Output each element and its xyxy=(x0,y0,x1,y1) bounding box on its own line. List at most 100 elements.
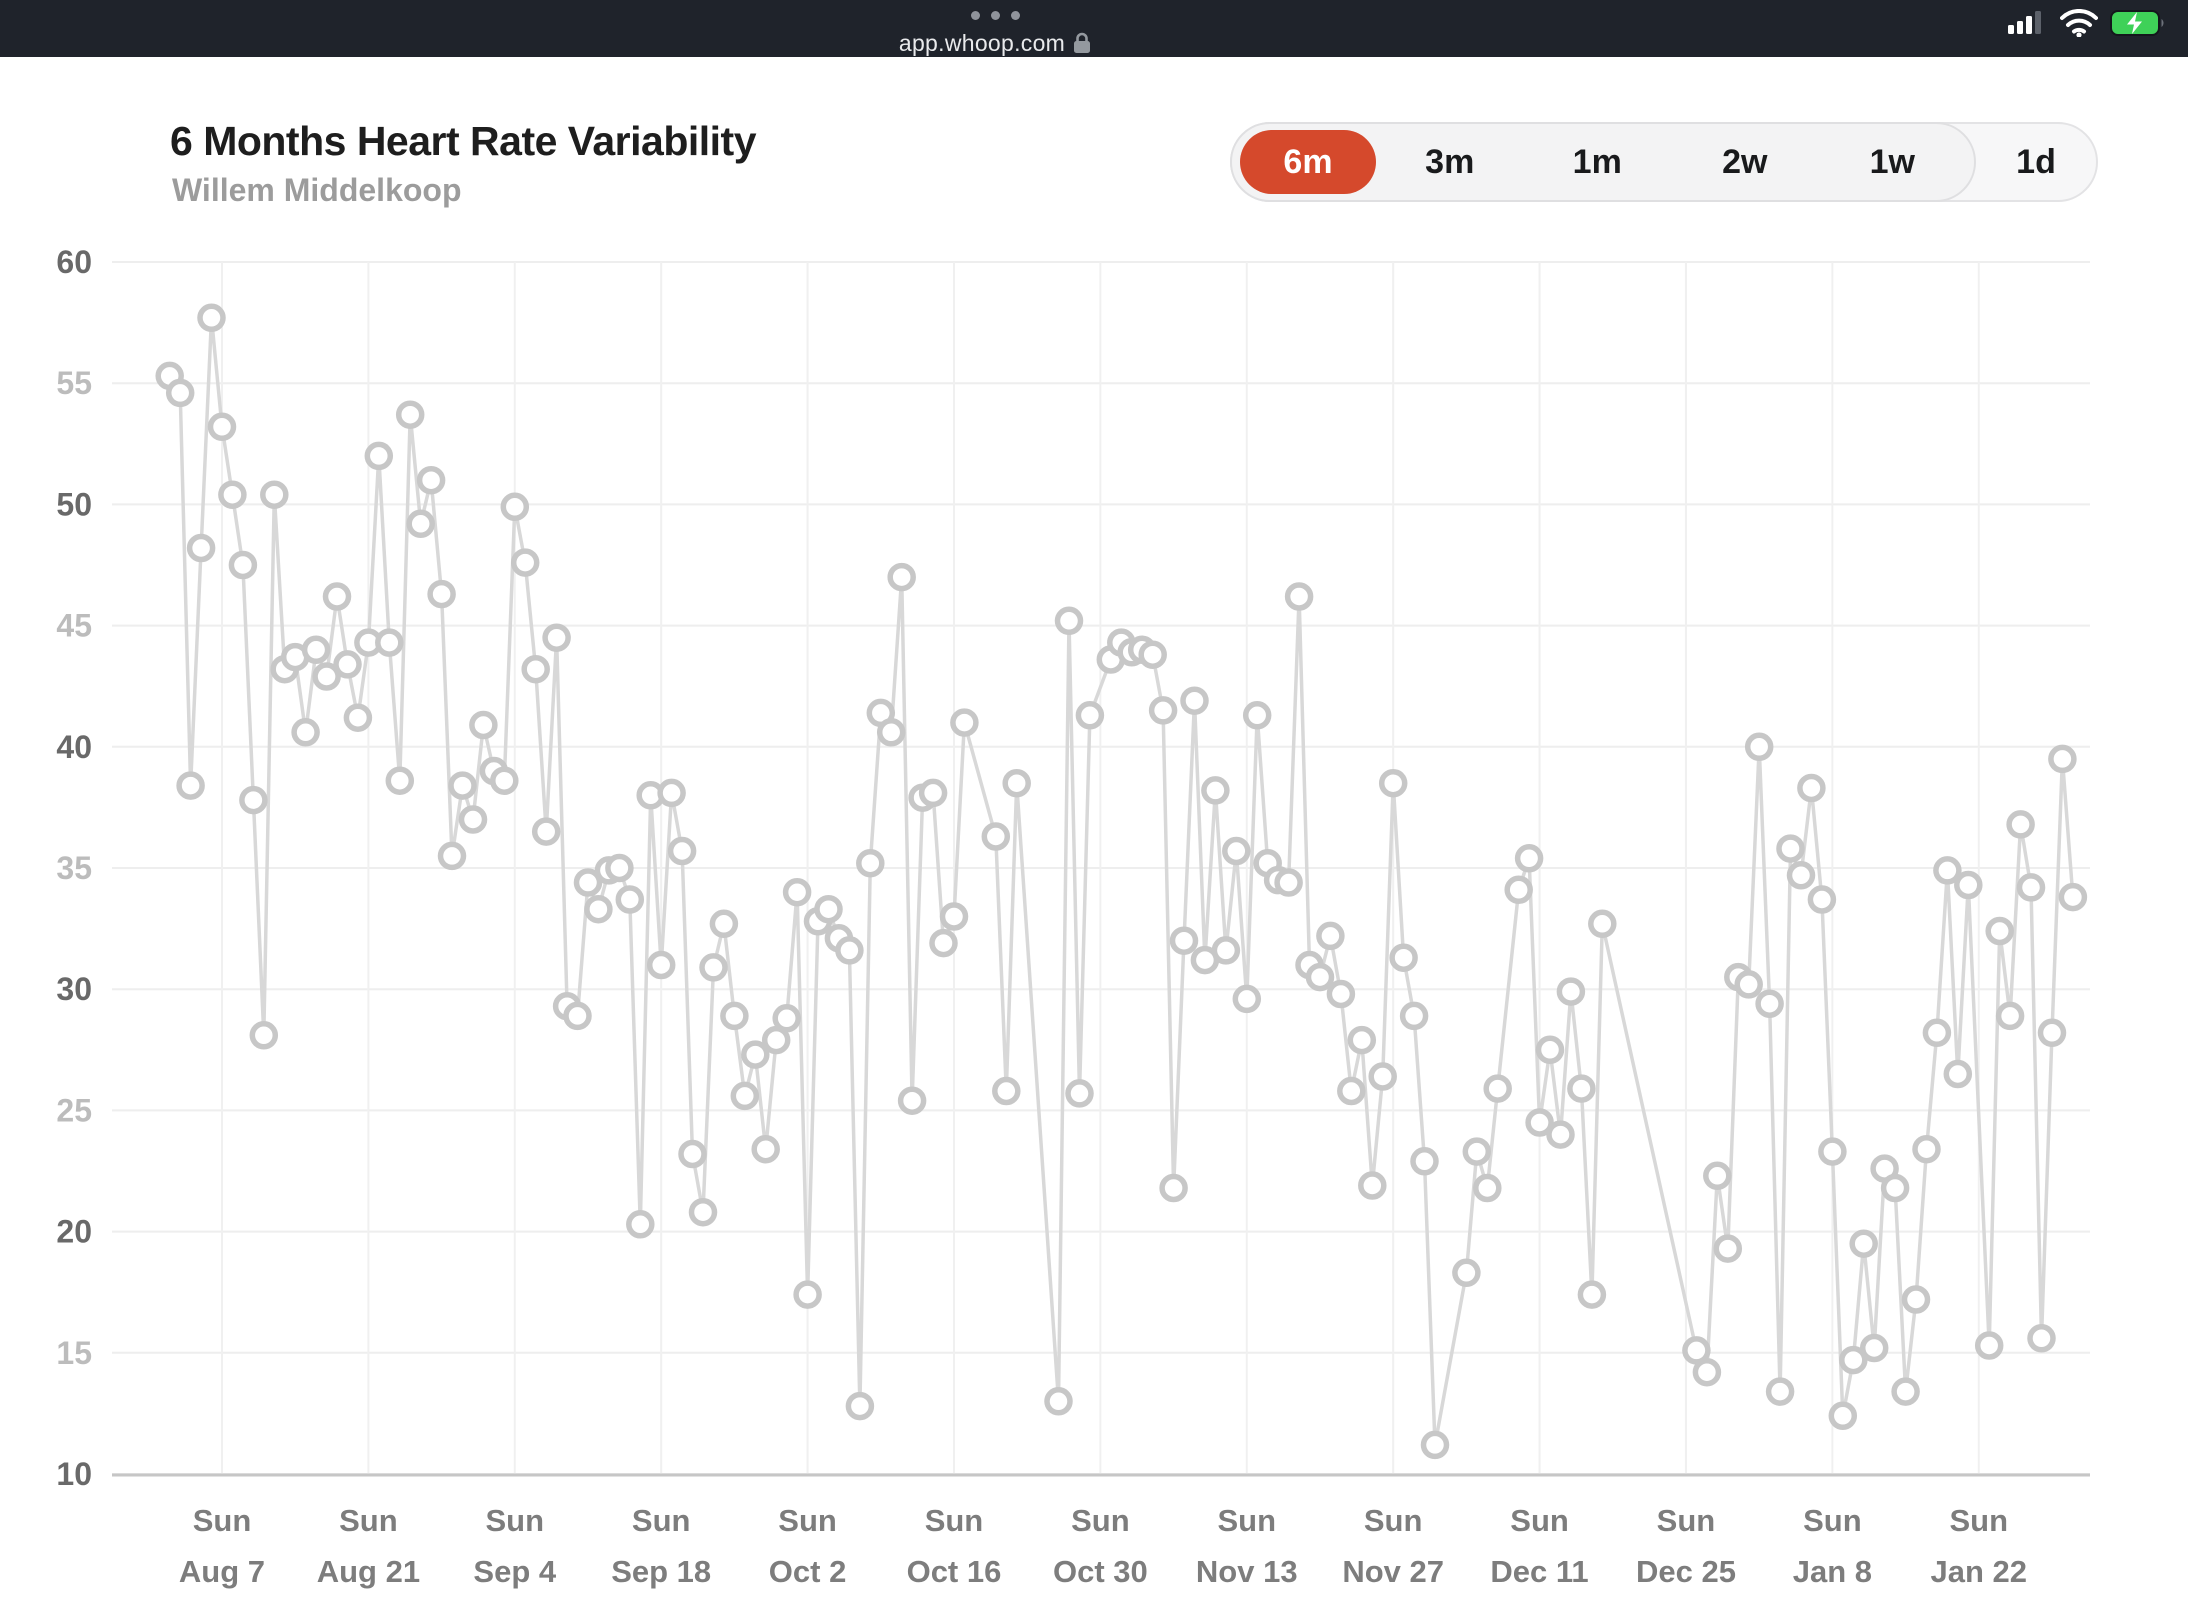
hrv-data-point[interactable] xyxy=(1326,979,1356,1009)
hrv-data-point[interactable] xyxy=(1337,1076,1366,1106)
hrv-data-point[interactable] xyxy=(1692,1357,1722,1387)
hrv-data-point[interactable] xyxy=(667,836,697,866)
hrv-data-point[interactable] xyxy=(364,441,394,471)
hrv-data-point[interactable] xyxy=(929,928,958,958)
hrv-data-point[interactable] xyxy=(1316,921,1345,951)
hrv-data-point[interactable] xyxy=(1138,640,1167,669)
hrv-data-point[interactable] xyxy=(197,303,226,333)
hrv-data-point[interactable] xyxy=(615,885,645,914)
hrv-data-point[interactable] xyxy=(646,950,676,980)
hrv-data-point[interactable] xyxy=(1985,916,2014,946)
hrv-data-point[interactable] xyxy=(448,771,477,800)
hrv-data-point[interactable] xyxy=(1284,582,1314,611)
hrv-data-point[interactable] xyxy=(1943,1059,1973,1089)
hrv-data-point[interactable] xyxy=(427,579,456,609)
hrv-data-point[interactable] xyxy=(1002,768,1031,798)
hrv-data-point[interactable] xyxy=(218,480,247,509)
hrv-data-point[interactable] xyxy=(531,817,561,846)
hrv-data-point[interactable] xyxy=(845,1391,875,1421)
hrv-data-point[interactable] xyxy=(1169,926,1199,955)
hrv-data-point[interactable] xyxy=(1933,856,1962,885)
range-button-2w[interactable]: 2w xyxy=(1722,143,1768,181)
hrv-data-point[interactable] xyxy=(626,1210,655,1239)
hrv-data-point[interactable] xyxy=(1473,1173,1502,1203)
hrv-data-point[interactable] xyxy=(1859,1333,1889,1363)
tab-overview-dots-icon[interactable] xyxy=(950,11,1040,20)
hrv-data-point[interactable] xyxy=(709,909,739,939)
hrv-data-point[interactable] xyxy=(1954,870,1983,900)
hrv-data-point[interactable] xyxy=(1514,844,1544,873)
hrv-data-point[interactable] xyxy=(458,805,488,834)
hrv-data-point[interactable] xyxy=(688,1197,718,1227)
hrv-data-point[interactable] xyxy=(1713,1234,1743,1263)
hrv-data-point[interactable] xyxy=(605,853,634,883)
hrv-data-point[interactable] xyxy=(835,936,864,965)
hrv-data-point[interactable] xyxy=(1797,773,1826,803)
hrv-data-point[interactable] xyxy=(730,1081,760,1111)
hrv-data-point[interactable] xyxy=(1075,701,1105,730)
hrv-data-point[interactable] xyxy=(1389,943,1418,972)
hrv-data-point[interactable] xyxy=(1922,1018,1952,1048)
hrv-data-point[interactable] xyxy=(699,953,728,982)
hrv-data-point[interactable] xyxy=(1807,885,1837,914)
hrv-data-point[interactable] xyxy=(772,1004,801,1033)
hrv-data-point[interactable] xyxy=(1682,1336,1711,1365)
hrv-data-point[interactable] xyxy=(1818,1137,1847,1166)
hrv-data-point[interactable] xyxy=(751,1134,780,1164)
hrv-data-point[interactable] xyxy=(782,877,812,907)
hrv-data-point[interactable] xyxy=(1546,1120,1575,1149)
hrv-data-point[interactable] xyxy=(1734,970,1763,999)
hrv-data-point[interactable] xyxy=(1462,1137,1492,1166)
hrv-data-point[interactable] xyxy=(186,533,216,563)
hrv-data-point[interactable] xyxy=(1755,989,1784,1018)
hrv-data-point[interactable] xyxy=(678,1139,707,1169)
hrv-data-point[interactable] xyxy=(897,1086,927,1115)
hrv-data-point[interactable] xyxy=(584,894,613,924)
hrv-data-point[interactable] xyxy=(1201,776,1230,805)
hrv-data-point[interactable] xyxy=(1242,701,1272,730)
hrv-data-point[interactable] xyxy=(1452,1258,1481,1288)
hrv-data-point[interactable] xyxy=(1849,1229,1878,1258)
hrv-data-point[interactable] xyxy=(1410,1147,1439,1176)
hrv-data-point[interactable] xyxy=(1556,977,1586,1006)
hrv-data-point[interactable] xyxy=(1765,1377,1795,1406)
hrv-data-point[interactable] xyxy=(249,1021,279,1050)
hrv-data-point[interactable] xyxy=(1525,1108,1554,1137)
hrv-data-point[interactable] xyxy=(741,1040,770,1069)
range-button-1d[interactable]: 1d xyxy=(2016,143,2056,181)
hrv-data-point[interactable] xyxy=(521,654,550,684)
hrv-data-point[interactable] xyxy=(312,662,341,691)
hrv-data-point[interactable] xyxy=(2006,810,2035,839)
hrv-data-point[interactable] xyxy=(207,412,237,442)
hrv-data-point[interactable] xyxy=(1054,606,1084,636)
hrv-data-point[interactable] xyxy=(1211,936,1241,965)
hrv-data-point[interactable] xyxy=(876,718,906,747)
hrv-data-point[interactable] xyxy=(437,841,467,871)
hrv-data-point[interactable] xyxy=(490,766,519,795)
hrv-data-point[interactable] xyxy=(406,509,435,539)
hrv-data-point[interactable] xyxy=(887,562,916,592)
hrv-data-point[interactable] xyxy=(1891,1377,1920,1406)
hrv-data-point[interactable] xyxy=(2048,744,2077,774)
hrv-data-point[interactable] xyxy=(1535,1035,1565,1065)
hrv-data-point[interactable] xyxy=(1703,1161,1732,1191)
hrv-data-point[interactable] xyxy=(761,1025,791,1055)
hrv-data-point[interactable] xyxy=(1588,909,1617,939)
hrv-data-point[interactable] xyxy=(239,785,268,815)
hrv-data-point[interactable] xyxy=(981,822,1011,851)
hrv-data-point[interactable] xyxy=(1974,1331,2004,1360)
range-button-1m[interactable]: 1m xyxy=(1572,143,1622,181)
hrv-data-point[interactable] xyxy=(657,778,686,808)
hrv-data-point[interactable] xyxy=(2058,882,2088,912)
hrv-data-point[interactable] xyxy=(793,1280,822,1309)
hrv-data-point[interactable] xyxy=(573,868,603,897)
hrv-data-point[interactable] xyxy=(333,650,362,679)
range-button-1w[interactable]: 1w xyxy=(1869,143,1915,181)
range-button-3m[interactable]: 3m xyxy=(1425,143,1475,181)
hrv-data-point[interactable] xyxy=(856,848,885,878)
hrv-data-point[interactable] xyxy=(1180,686,1209,715)
hrv-data-point[interactable] xyxy=(395,400,425,429)
hrv-data-point[interactable] xyxy=(1274,868,1303,897)
hrv-data-point[interactable] xyxy=(1358,1171,1387,1200)
hrv-data-point[interactable] xyxy=(260,480,289,509)
